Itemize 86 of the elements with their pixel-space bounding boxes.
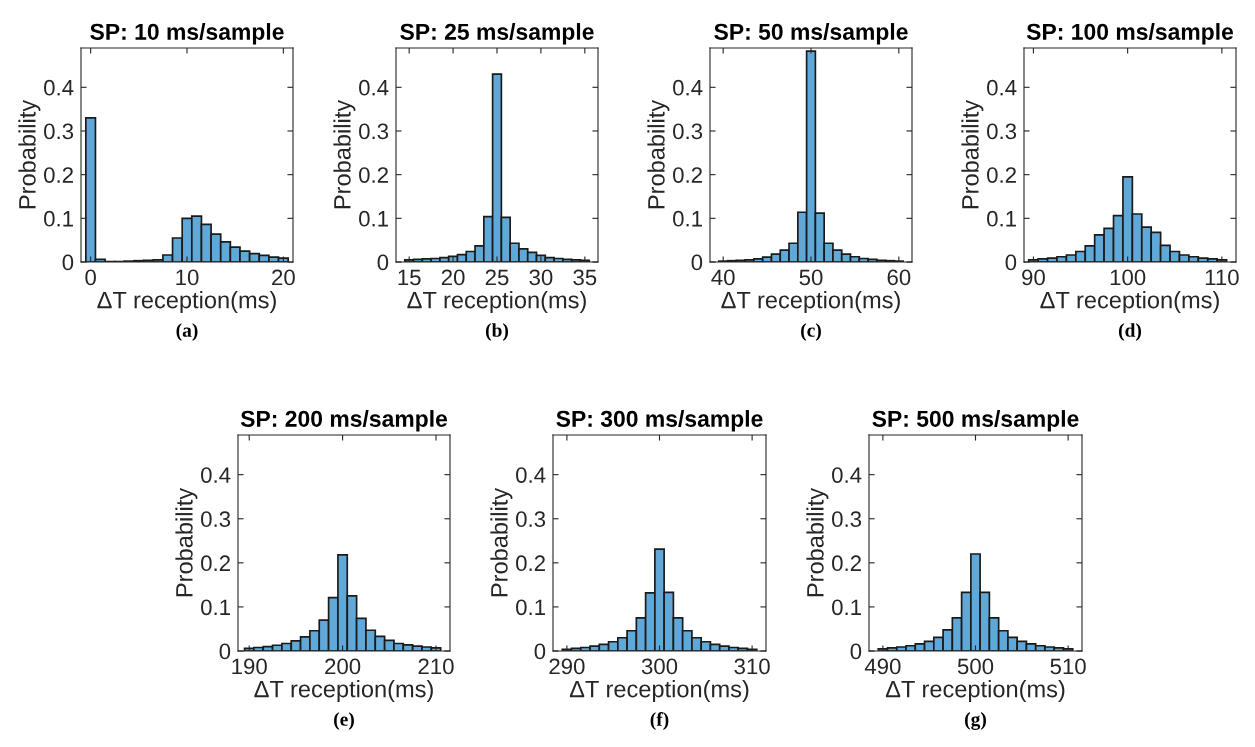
- chart-title: SP: 300 ms/sample: [556, 410, 763, 432]
- text: (e): [334, 712, 354, 730]
- y-tick-label: 0.1: [516, 599, 545, 616]
- y-tick-label: 0.3: [673, 123, 703, 140]
- y-axis-title: Probability: [647, 99, 670, 209]
- x-axis-title: ΔT reception(ms): [721, 291, 900, 314]
- x-tick-label: 190: [232, 658, 267, 675]
- x-tick-label: 300: [641, 658, 678, 675]
- x-tick-label: 100: [1110, 269, 1146, 286]
- x-tick-label: 40: [711, 269, 735, 286]
- y-tick-label: 0.2: [359, 167, 388, 183]
- y-tick-label: 0.1: [673, 210, 702, 227]
- x-axis-title: ΔT reception(ms): [254, 680, 433, 703]
- x-tick-label: 15: [398, 269, 421, 286]
- y-tick-label: 0: [534, 643, 546, 660]
- y-tick-label: 0.3: [201, 511, 231, 528]
- y-tick-label: 0.1: [832, 599, 861, 616]
- y-tick-label: 0: [1005, 254, 1017, 271]
- y-tick-label: 0.2: [832, 555, 861, 572]
- x-axis-title: ΔT reception(ms): [97, 291, 276, 314]
- y-tick-label: 0.4: [832, 467, 862, 483]
- y-tick-label: 0.2: [201, 555, 230, 572]
- x-tick-label: 20: [272, 269, 295, 286]
- y-tick-label: 0.3: [987, 123, 1017, 140]
- y-axis-title: Probability: [175, 487, 198, 597]
- x-axis-title: ΔT reception(ms): [885, 680, 1065, 703]
- text: (a): [176, 323, 198, 341]
- x-tick-label: 200: [325, 658, 361, 675]
- x-tick-label: 290: [549, 658, 585, 675]
- chart-title: SP: 10 ms/sample: [90, 23, 284, 45]
- x-tick-label: 25: [485, 269, 509, 286]
- y-tick-label: 0: [850, 643, 862, 660]
- x-tick-label: 35: [573, 269, 597, 286]
- y-tick-label: 0.3: [516, 511, 546, 528]
- y-tick-label: 0.4: [516, 467, 546, 483]
- x-tick-label: 490: [864, 658, 901, 675]
- x-tick-label: 210: [418, 658, 454, 675]
- y-tick-label: 0: [691, 254, 703, 271]
- y-tick-label: 0.1: [201, 599, 230, 616]
- y-tick-label: 0.1: [44, 210, 73, 227]
- x-tick-label: 510: [1050, 658, 1086, 675]
- y-tick-label: 0: [219, 643, 231, 660]
- y-tick-label: 0: [377, 254, 389, 271]
- x-tick-label: 110: [1205, 269, 1239, 286]
- x-tick-label: 50: [799, 269, 823, 286]
- y-axis-title: Probability: [490, 487, 513, 597]
- x-tick-label: 60: [887, 269, 911, 286]
- chart-title: SP: 50 ms/sample: [714, 23, 908, 45]
- text: (c): [801, 323, 821, 341]
- x-axis-title: ΔT reception(ms): [407, 291, 586, 314]
- x-tick-label: 310: [734, 658, 770, 675]
- y-tick-label: 0.3: [832, 511, 862, 528]
- y-tick-label: 0.3: [44, 123, 74, 140]
- x-axis-title: ΔT reception(ms): [569, 680, 749, 703]
- text: (g): [965, 712, 986, 730]
- chart-title: SP: 25 ms/sample: [400, 23, 594, 45]
- y-tick-label: 0.2: [987, 167, 1016, 183]
- y-tick-label: 0.4: [359, 79, 389, 96]
- y-tick-label: 0: [62, 254, 74, 271]
- y-tick-label: 0.4: [987, 79, 1017, 96]
- y-axis-title: Probability: [806, 487, 829, 597]
- chart-title: SP: 500 ms/sample: [872, 410, 1079, 432]
- x-tick-label: 10: [176, 269, 199, 286]
- chart-title: SP: 100 ms/sample: [1026, 23, 1234, 45]
- x-tick-label: 500: [957, 658, 994, 675]
- x-axis-title: ΔT reception(ms): [1040, 291, 1219, 314]
- y-axis-title: Probability: [18, 99, 41, 209]
- text: (d): [1118, 323, 1142, 341]
- y-tick-label: 0.4: [201, 467, 231, 483]
- y-tick-label: 0.3: [359, 123, 389, 140]
- text: (f): [650, 712, 669, 730]
- y-tick-label: 0.2: [673, 167, 702, 183]
- y-tick-label: 0.1: [359, 210, 388, 227]
- x-tick-label: 30: [529, 269, 553, 286]
- x-tick-label: 0: [85, 269, 96, 286]
- x-tick-label: 90: [1022, 269, 1045, 286]
- chart-title: SP: 200 ms/sample: [240, 410, 448, 432]
- y-tick-label: 0.4: [673, 79, 703, 96]
- y-axis-title: Probability: [333, 99, 356, 209]
- y-tick-label: 0.4: [44, 79, 74, 96]
- x-tick-label: 20: [441, 269, 465, 286]
- y-axis-title: Probability: [961, 99, 984, 209]
- y-tick-label: 0.1: [987, 210, 1016, 227]
- text: (b): [485, 323, 509, 341]
- y-tick-label: 0.2: [516, 555, 545, 572]
- y-tick-label: 0.2: [44, 167, 73, 183]
